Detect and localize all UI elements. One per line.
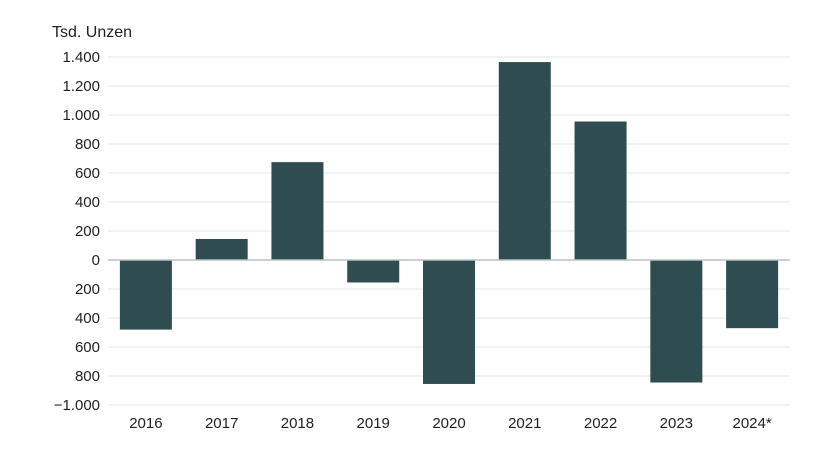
y-tick-label: 1.200 [62,78,100,95]
x-tick-label: 2017 [205,415,238,432]
bar-2022 [574,121,627,261]
bar-2019 [347,260,400,283]
y-tick-label: 0 [92,252,100,269]
y-tick-label: 400 [75,310,100,327]
y-tick-label: 1.000 [62,107,100,124]
x-tick-label: 2023 [660,415,693,432]
bar-2021 [498,62,551,261]
x-tick-label: 2019 [357,415,390,432]
y-axis-label: Tsd. Unzen [52,24,132,41]
bars [119,62,779,384]
x-tick-label: 2021 [508,415,541,432]
bar-2024 [726,260,779,329]
y-tick-label: 800 [75,368,100,385]
y-tick-label: 200 [75,281,100,298]
y-tick-label: 400 [75,194,100,211]
y-tick-label: 1.400 [62,49,100,66]
y-tick-label: 200 [75,223,100,240]
bar-2016 [119,260,172,330]
x-tick-label: 2022 [584,415,617,432]
y-tick-label: 600 [75,339,100,356]
y-tick-label: 800 [75,136,100,153]
y-tick-labels: 1.400 1.200 1.000 800 600 400 200 0 200 400 600 800… [54,49,100,414]
y-tick-label: 600 [75,165,100,182]
bar-2023 [650,260,703,383]
x-tick-label: 2020 [432,415,465,432]
y-tick-label: −1.000 [54,397,100,414]
x-tick-labels: 2016 2017 2018 2019 2020 2021 2022 2023 2024* [129,415,772,432]
x-tick-label: 2018 [281,415,314,432]
bar-2017 [195,238,248,260]
bar-2020 [423,260,475,384]
x-tick-label: 2024* [733,415,772,432]
x-tick-label: 2016 [129,415,162,432]
bar-2018 [271,162,324,260]
